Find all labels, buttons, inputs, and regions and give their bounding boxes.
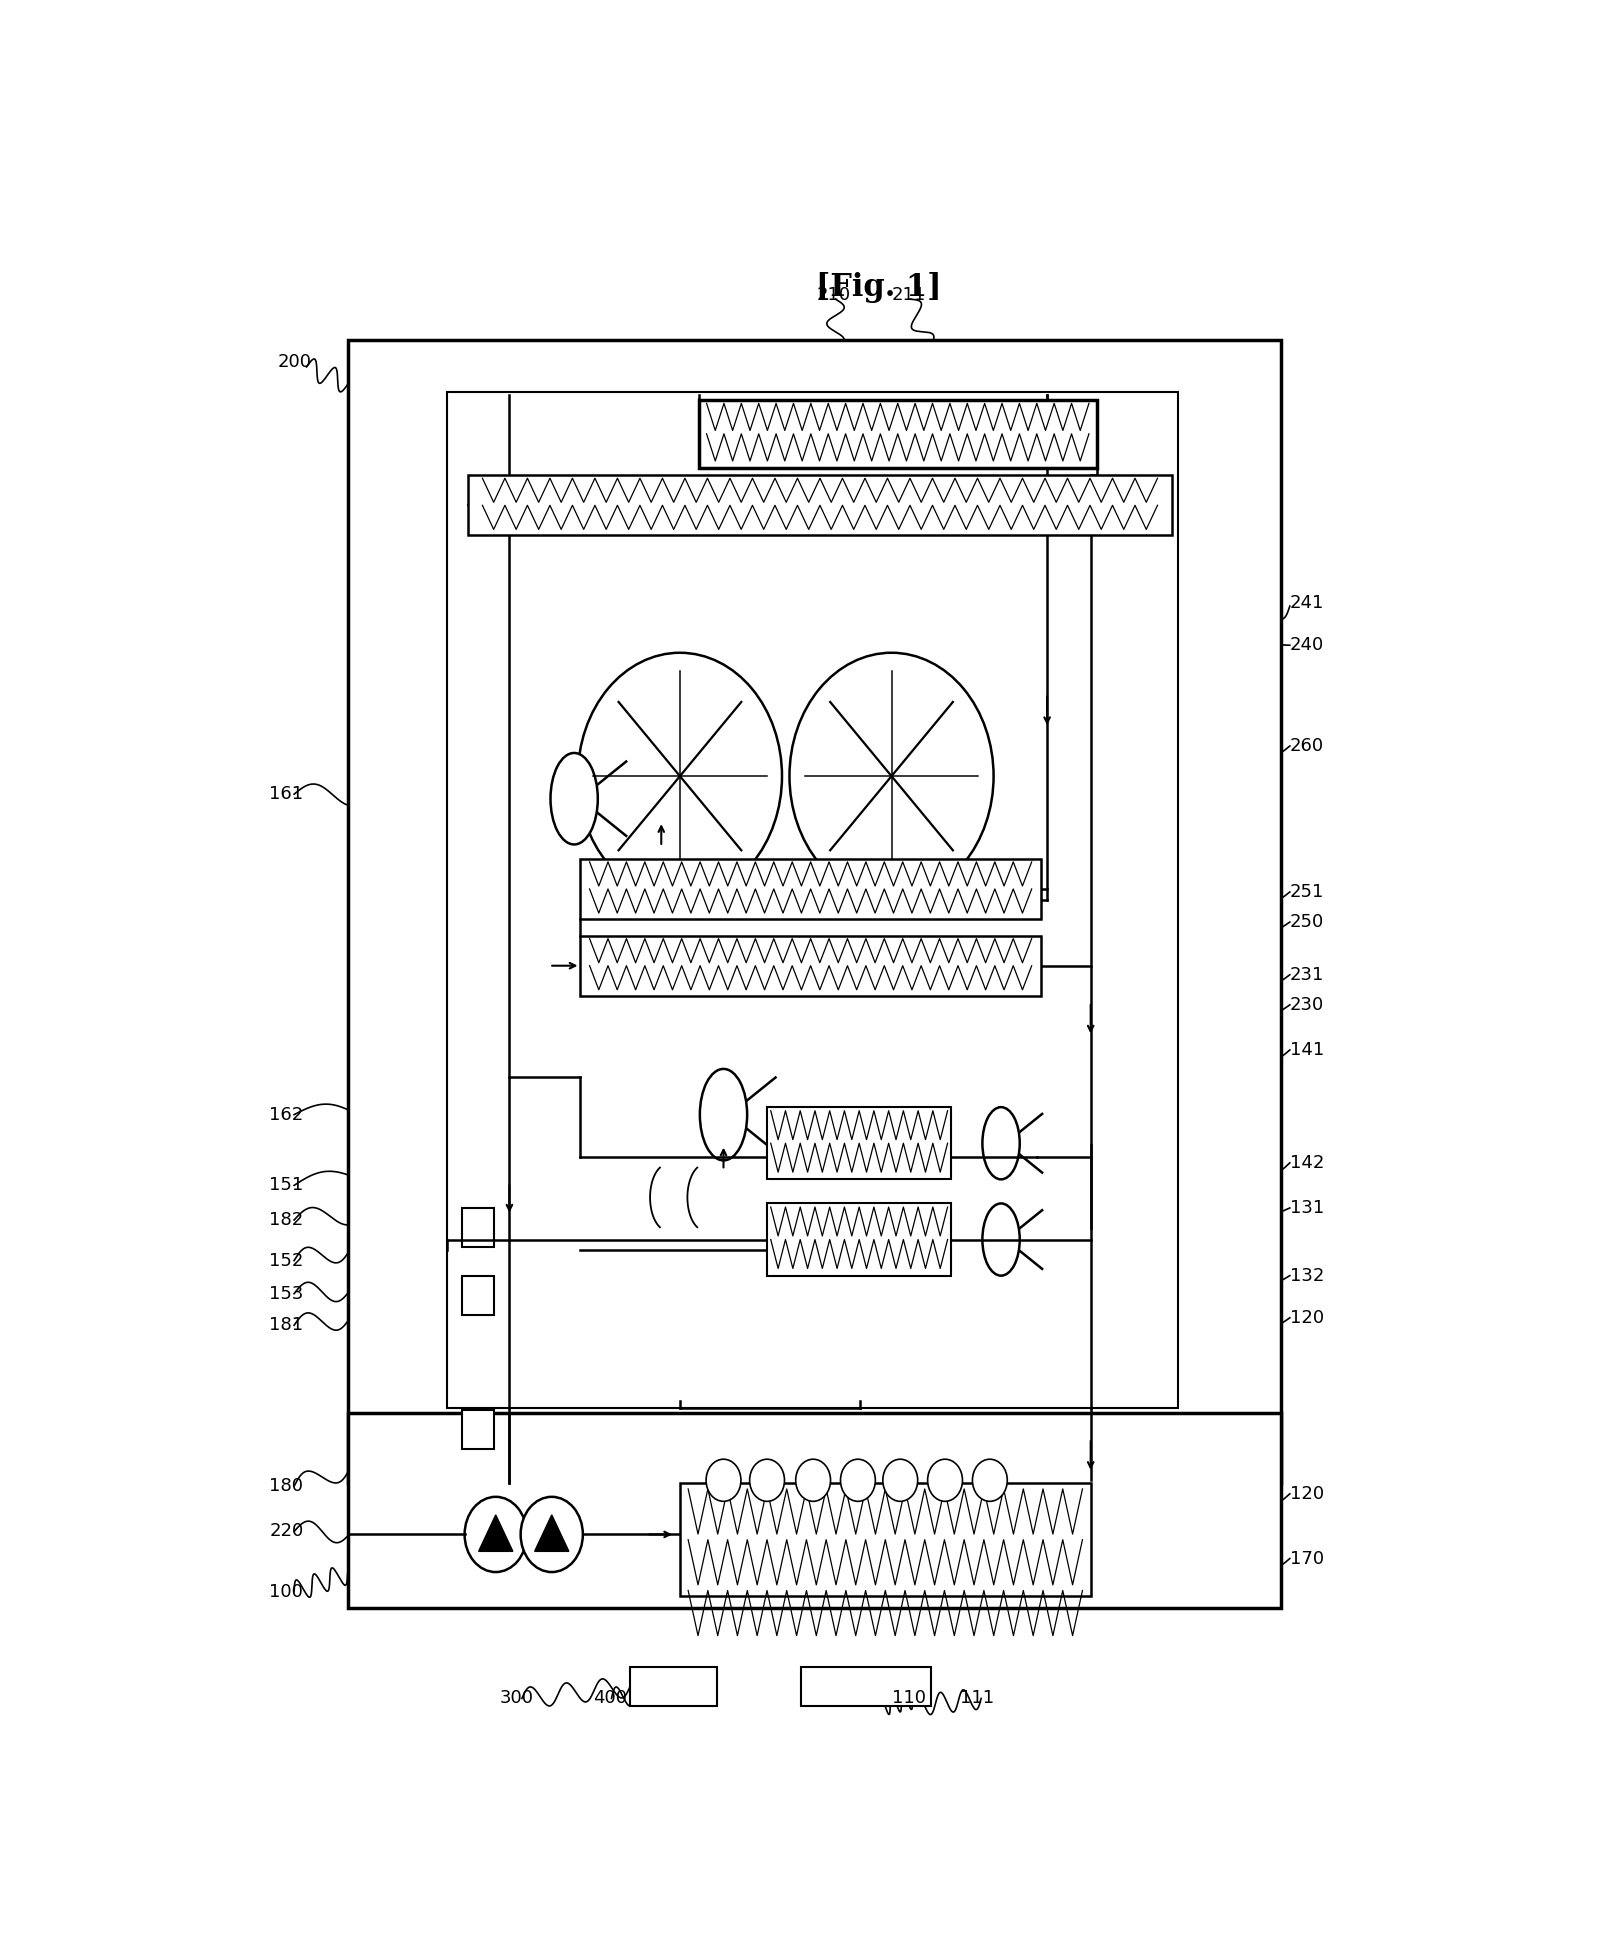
Text: [Fig. 1]: [Fig. 1] [815, 272, 941, 303]
Text: 180: 180 [270, 1477, 303, 1495]
Text: 142: 142 [1289, 1153, 1324, 1172]
Polygon shape [478, 1514, 512, 1551]
Ellipse shape [982, 1108, 1019, 1180]
Bar [462, 1276, 494, 1315]
Bar [629, 1667, 717, 1706]
Bar [579, 860, 1040, 918]
Text: 240: 240 [1289, 637, 1323, 655]
Text: 210: 210 [817, 285, 851, 303]
Bar [462, 1409, 494, 1448]
Text: 220: 220 [270, 1522, 303, 1540]
Circle shape [790, 653, 993, 899]
Text: 231: 231 [1289, 965, 1324, 983]
Bar [801, 1667, 931, 1706]
Circle shape [706, 1460, 740, 1501]
Text: 300: 300 [499, 1690, 533, 1708]
Circle shape [883, 1460, 916, 1501]
Circle shape [750, 1460, 783, 1501]
Text: 131: 131 [1289, 1200, 1323, 1217]
Polygon shape [534, 1514, 568, 1551]
Circle shape [839, 1460, 875, 1501]
Bar [462, 1208, 494, 1247]
Text: 211: 211 [891, 285, 924, 303]
Ellipse shape [982, 1204, 1019, 1276]
Text: 120: 120 [1289, 1485, 1323, 1503]
Text: 260: 260 [1289, 737, 1323, 754]
Text: 400: 400 [592, 1690, 626, 1708]
Text: 162: 162 [270, 1106, 303, 1124]
Ellipse shape [700, 1069, 746, 1161]
Text: 110: 110 [891, 1690, 924, 1708]
Text: 100: 100 [270, 1583, 303, 1600]
Ellipse shape [551, 752, 597, 844]
Text: 153: 153 [270, 1284, 303, 1303]
Bar [767, 1204, 950, 1276]
Circle shape [464, 1497, 526, 1573]
Text: 250: 250 [1289, 913, 1323, 930]
Bar [698, 401, 1096, 467]
Text: 251: 251 [1289, 883, 1324, 901]
Circle shape [520, 1497, 583, 1573]
Bar [679, 1483, 1090, 1596]
Text: 170: 170 [1289, 1550, 1323, 1567]
Text: 181: 181 [270, 1317, 303, 1335]
Text: 132: 132 [1289, 1266, 1324, 1284]
Bar [469, 475, 1170, 535]
Circle shape [928, 1460, 961, 1501]
Text: 200: 200 [278, 354, 311, 371]
Bar [446, 393, 1176, 1409]
Bar [347, 340, 1281, 1483]
Circle shape [973, 1460, 1006, 1501]
Text: 241: 241 [1289, 594, 1324, 612]
Bar [767, 1108, 950, 1180]
Bar [347, 1413, 1281, 1608]
Bar [579, 936, 1040, 997]
Text: 152: 152 [270, 1253, 303, 1270]
Text: 120: 120 [1289, 1309, 1323, 1327]
Circle shape [794, 1460, 830, 1501]
Text: 161: 161 [270, 786, 303, 803]
Circle shape [578, 653, 782, 899]
Text: 182: 182 [270, 1211, 303, 1229]
Text: 141: 141 [1289, 1041, 1323, 1059]
Text: 111: 111 [960, 1690, 993, 1708]
Text: 151: 151 [270, 1176, 303, 1194]
Text: 230: 230 [1289, 997, 1323, 1014]
